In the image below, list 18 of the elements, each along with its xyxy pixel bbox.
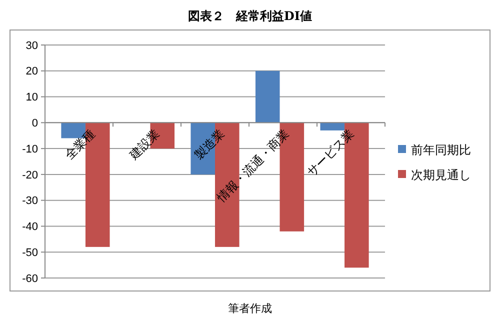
chart-title: 図表２ 経常利益DI値 [188, 9, 312, 23]
y-tick-label: 10 [26, 92, 38, 104]
y-tick-label: 20 [26, 66, 38, 78]
legend-label: 前年同期比 [411, 143, 471, 158]
y-tick-label: -20 [22, 169, 38, 182]
text: 筆者作成 [228, 302, 272, 315]
x-tick-label: 全業種 [62, 126, 98, 162]
y-tick-label: 30 [26, 40, 38, 52]
y-tick-label: -30 [22, 195, 38, 208]
x-tick-label: 建設業 [126, 126, 162, 163]
y-tick-label: -40 [22, 221, 38, 234]
y-tick-label: -60 [22, 272, 38, 285]
y-tick-label: -50 [22, 246, 38, 259]
x-tick-label: サービス業 [304, 126, 357, 180]
y-tick-label: -10 [22, 143, 38, 156]
y-tick-label: 0 [32, 118, 38, 130]
x-tick-label: 製造業 [192, 126, 228, 162]
legend-label: 次期見通し [411, 168, 471, 182]
